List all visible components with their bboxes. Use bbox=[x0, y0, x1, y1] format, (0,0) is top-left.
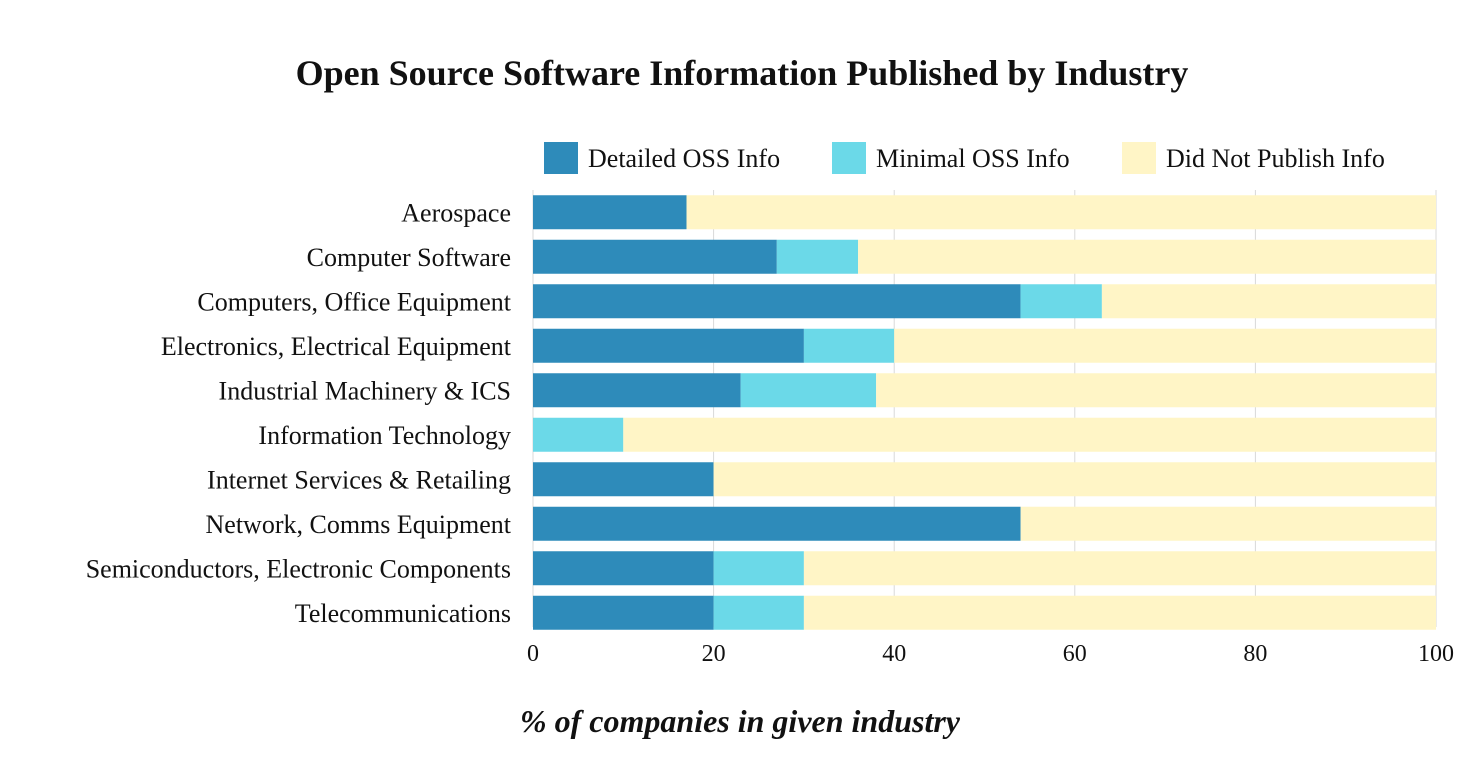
legend: Detailed OSS Info Minimal OSS Info Did Not… bbox=[544, 142, 1385, 174]
category-label-network-comms-equipment: Network, Comms Equipment bbox=[206, 510, 512, 539]
bar-aerospace-did-not-publish-info bbox=[686, 195, 1436, 230]
x-axis-ticks: 0 20 40 60 80 100 bbox=[527, 641, 1454, 667]
bar-computers-office-equipment-minimal-oss-info bbox=[1020, 284, 1102, 319]
bar-electronics-electrical-equipment-did-not-publish-info bbox=[894, 328, 1436, 363]
legend-swatch-did-not-publish-info bbox=[1122, 142, 1156, 174]
x-tick-label-40: 40 bbox=[882, 641, 906, 667]
bar-electronics-electrical-equipment-detailed-oss-info bbox=[533, 328, 804, 363]
x-axis-label: % of companies in given industry bbox=[520, 703, 961, 739]
legend-label-did-not-publish-info: Did Not Publish Info bbox=[1166, 144, 1385, 173]
category-label-telecommunications: Telecommunications bbox=[295, 599, 511, 628]
category-label-computer-software: Computer Software bbox=[307, 243, 511, 272]
bar-computer-software-detailed-oss-info bbox=[533, 239, 777, 274]
bar-network-comms-equipment-detailed-oss-info bbox=[533, 506, 1021, 541]
bar-telecommunications-minimal-oss-info bbox=[713, 595, 804, 630]
category-label-information-technology: Information Technology bbox=[258, 421, 511, 450]
bar-computers-office-equipment-detailed-oss-info bbox=[533, 284, 1021, 319]
bar-industrial-machinery-ics-detailed-oss-info bbox=[533, 373, 741, 408]
legend-swatch-detailed-oss-info bbox=[544, 142, 578, 174]
bar-industrial-machinery-ics-minimal-oss-info bbox=[740, 373, 877, 408]
bar-internet-services-retailing-did-not-publish-info bbox=[713, 462, 1436, 497]
category-label-industrial-machinery-ics: Industrial Machinery & ICS bbox=[219, 376, 511, 405]
bar-network-comms-equipment-did-not-publish-info bbox=[1020, 506, 1436, 541]
x-tick-label-0: 0 bbox=[527, 641, 539, 667]
chart-title: Open Source Software Information Publish… bbox=[296, 53, 1189, 93]
bar-computers-office-equipment-did-not-publish-info bbox=[1101, 284, 1436, 319]
legend-label-minimal-oss-info: Minimal OSS Info bbox=[876, 144, 1070, 173]
bar-computer-software-did-not-publish-info bbox=[858, 239, 1436, 274]
bar-computer-software-minimal-oss-info bbox=[776, 239, 859, 274]
legend-label-detailed-oss-info: Detailed OSS Info bbox=[588, 144, 780, 173]
bar-industrial-machinery-ics-did-not-publish-info bbox=[876, 373, 1436, 408]
bar-semiconductors-electronic-components-did-not-publish-info bbox=[803, 551, 1436, 586]
bar-internet-services-retailing-detailed-oss-info bbox=[533, 462, 714, 497]
bar-semiconductors-electronic-components-detailed-oss-info bbox=[533, 551, 714, 586]
x-tick-label-60: 60 bbox=[1063, 641, 1087, 667]
bar-aerospace-detailed-oss-info bbox=[533, 195, 687, 230]
bar-information-technology-did-not-publish-info bbox=[623, 417, 1436, 452]
category-label-computers-office-equipment: Computers, Office Equipment bbox=[197, 287, 511, 316]
category-label-electronics-electrical-equipment: Electronics, Electrical Equipment bbox=[161, 332, 512, 361]
bar-electronics-electrical-equipment-minimal-oss-info bbox=[803, 328, 895, 363]
bar-telecommunications-did-not-publish-info bbox=[803, 595, 1436, 630]
x-tick-label-20: 20 bbox=[702, 641, 726, 667]
bar-information-technology-minimal-oss-info bbox=[533, 417, 624, 452]
legend-swatch-minimal-oss-info bbox=[832, 142, 866, 174]
bar-telecommunications-detailed-oss-info bbox=[533, 595, 714, 630]
category-label-aerospace: Aerospace bbox=[401, 198, 511, 227]
category-labels: Aerospace Computer Software Computers, Off… bbox=[86, 198, 512, 628]
bars bbox=[533, 195, 1436, 630]
category-label-semiconductors-electronic-components: Semiconductors, Electronic Components bbox=[86, 554, 511, 583]
bar-semiconductors-electronic-components-minimal-oss-info bbox=[713, 551, 804, 586]
x-tick-label-80: 80 bbox=[1243, 641, 1267, 667]
category-label-internet-services-retailing: Internet Services & Retailing bbox=[207, 465, 511, 494]
x-tick-label-100: 100 bbox=[1418, 641, 1454, 667]
